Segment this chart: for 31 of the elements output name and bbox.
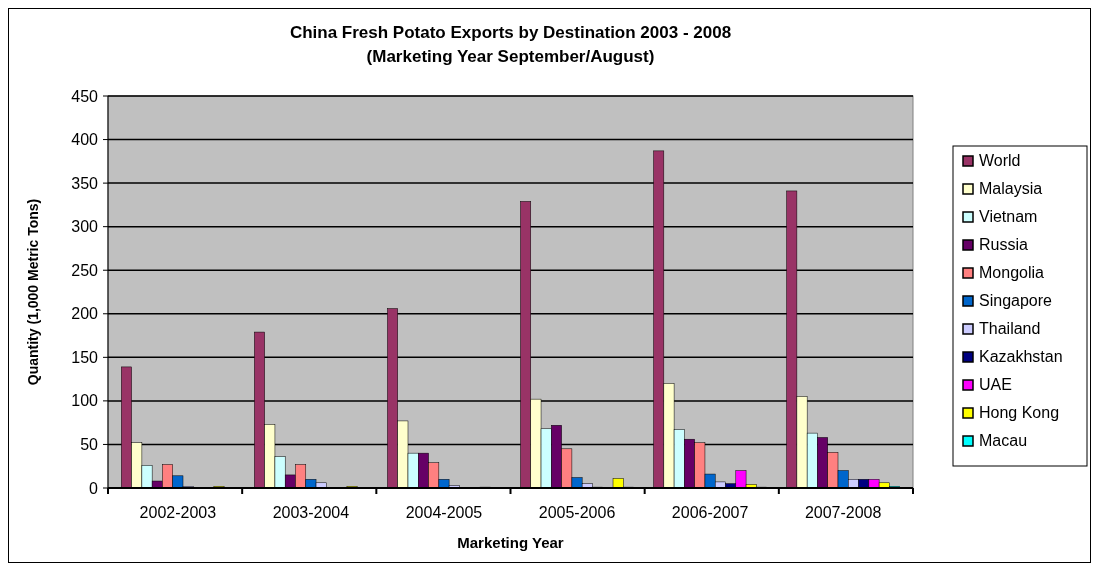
legend-label: Vietnam	[979, 208, 1038, 225]
legend-label: Thailand	[979, 320, 1041, 337]
y-tick-label: 0	[89, 479, 99, 497]
x-tick-label: 2005-2006	[538, 504, 616, 521]
x-tick-label: 2006-2007	[671, 504, 749, 521]
y-tick-label: 300	[71, 218, 99, 236]
x-axis-title: Marketing Year	[457, 534, 564, 551]
y-tick-label: 150	[71, 348, 99, 366]
y-axis-title: Quantity (1,000 Metric Tons)	[25, 198, 41, 386]
y-tick-label: 100	[71, 392, 99, 410]
y-tick-label: 200	[71, 305, 99, 323]
chart-subtitle: (Marketing Year September/August)	[366, 47, 655, 66]
chart-title: China Fresh Potato Exports by Destination 2003 - 2008	[289, 23, 732, 42]
x-tick-label: 2003-2004	[272, 504, 350, 521]
legend-label: Mongolia	[979, 264, 1045, 281]
legend-label: Malaysia	[979, 180, 1043, 197]
y-tick-label: 50	[80, 436, 99, 454]
legend-label: UAE	[979, 376, 1012, 393]
x-tick-label: 2002-2003	[139, 504, 217, 521]
y-tick-label: 400	[71, 131, 99, 149]
legend-label: Russia	[979, 236, 1029, 253]
legend-label: Hong Kong	[979, 404, 1060, 421]
legend-label: Macau	[979, 432, 1028, 449]
x-tick-label: 2004-2005	[405, 504, 483, 521]
legend-label: Singapore	[979, 292, 1053, 309]
x-tick-label: 2007-2008	[804, 504, 882, 521]
y-tick-label: 250	[71, 261, 99, 279]
y-tick-label: 450	[71, 87, 99, 105]
legend-label: Kazakhstan	[979, 348, 1063, 365]
y-tick-label: 350	[71, 174, 99, 192]
legend-label: World	[979, 152, 1021, 169]
